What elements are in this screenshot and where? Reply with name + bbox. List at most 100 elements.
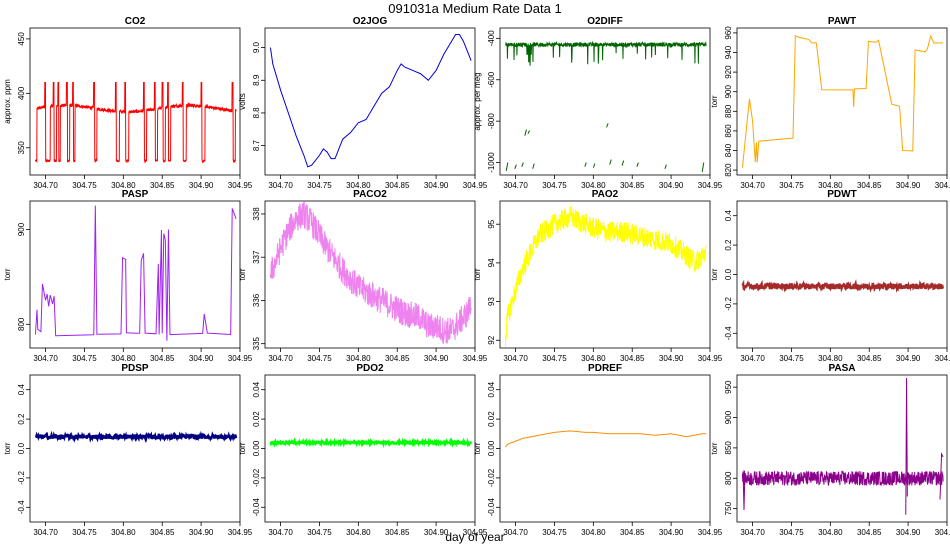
series-line xyxy=(524,129,527,136)
y-tick-label: 0.04 xyxy=(487,381,496,397)
x-tick-label: 304.75 xyxy=(779,528,804,537)
series-line xyxy=(741,34,944,168)
x-tick-label: 304.70 xyxy=(268,181,293,190)
y-tick-label: 8.8 xyxy=(252,107,261,119)
panel-pasp: PASP 304.70 304.75 304.80 304.85 304.90 304.95… xyxy=(3,189,253,363)
series-line xyxy=(34,205,237,341)
y-axis-label: torr xyxy=(3,442,12,454)
plot-frame xyxy=(29,374,241,523)
series-line xyxy=(701,162,705,172)
x-tick-label: 304.75 xyxy=(72,354,97,363)
series-line xyxy=(269,34,472,168)
y-tick-label: 750 xyxy=(724,501,733,515)
x-tick-label: 304.85 xyxy=(150,354,175,363)
x-tick-label: 304.95 xyxy=(228,181,253,190)
series-line xyxy=(34,430,238,444)
panel-title: PDO2 xyxy=(356,363,384,374)
y-axis-label: volts xyxy=(238,93,247,109)
y-tick-label: 94 xyxy=(487,258,496,267)
x-tick-label: 304.85 xyxy=(620,528,645,537)
series-line xyxy=(939,452,944,500)
panel-title: O2DIFF xyxy=(587,16,623,27)
y-tick-label: 95 xyxy=(487,219,496,228)
x-tick-label: 304.80 xyxy=(818,354,843,363)
y-tick-label: 450 xyxy=(17,32,26,46)
series-line xyxy=(527,130,531,134)
y-tick-label: 850 xyxy=(724,441,733,455)
y-tick-label: -600 xyxy=(487,71,496,88)
panel-pasa: PASA 304.70 304.75 304.80 304.85 304.90 304.95… xyxy=(710,363,950,537)
y-axis-label: torr xyxy=(710,268,719,280)
x-tick-label: 304.85 xyxy=(150,181,175,190)
panel-o2diff: O2DIFF 304.70 304.75 304.80 304.85 304.90 304.… xyxy=(473,16,723,190)
series-line xyxy=(592,163,596,168)
y-tick-label: 92 xyxy=(487,335,496,344)
y-tick-label: 0.04 xyxy=(252,381,261,397)
x-tick-label: 304.95 xyxy=(935,181,950,190)
series-line xyxy=(34,81,237,164)
y-tick-label: 350 xyxy=(17,141,26,155)
panel-title: PDREF xyxy=(588,363,622,374)
y-tick-label: 800 xyxy=(724,471,733,485)
panel-title: PDWT xyxy=(827,189,856,200)
y-tick-label: 0.0 xyxy=(724,268,733,280)
y-tick-label: 337 xyxy=(252,250,261,264)
panel-co2: CO2 304.70 304.75 304.80 304.85 304.90 304.95 3… xyxy=(3,16,253,190)
y-axis-label: torr xyxy=(710,442,719,454)
x-tick-label: 304.80 xyxy=(818,181,843,190)
x-tick-label: 304.70 xyxy=(268,528,293,537)
y-tick-label: 900 xyxy=(17,222,26,236)
y-tick-label: -0.04 xyxy=(252,498,261,517)
series-line xyxy=(504,206,707,347)
x-tick-label: 304.80 xyxy=(581,354,606,363)
x-tick-label: 304.90 xyxy=(189,181,214,190)
plot-frame xyxy=(264,200,476,349)
x-tick-label: 304.85 xyxy=(857,354,882,363)
y-axis-label: torr xyxy=(710,95,719,107)
y-axis-label: torr xyxy=(238,442,247,454)
x-tick-label: 304.75 xyxy=(779,181,804,190)
y-tick-label: 820 xyxy=(724,163,733,177)
panel-title: CO2 xyxy=(125,16,146,27)
x-tick-label: 304.75 xyxy=(779,354,804,363)
y-tick-label: 900 xyxy=(724,84,733,98)
x-tick-label: 304.85 xyxy=(385,354,410,363)
x-tick-label: 304.70 xyxy=(740,181,765,190)
y-tick-label: -0.02 xyxy=(252,468,261,487)
y-tick-label: 0.4 xyxy=(17,384,26,396)
plot-frame xyxy=(499,374,711,523)
x-tick-label: 304.85 xyxy=(385,528,410,537)
y-tick-label: 900 xyxy=(724,410,733,424)
x-tick-label: 304.85 xyxy=(385,181,410,190)
x-tick-label: 304.85 xyxy=(857,528,882,537)
y-axis-label: torr xyxy=(473,268,482,280)
panel-title: O2JOG xyxy=(353,16,388,27)
x-tick-label: 304.80 xyxy=(581,181,606,190)
x-tick-label: 304.90 xyxy=(424,181,449,190)
panel-title: PASP xyxy=(122,189,149,200)
y-tick-label: 0.00 xyxy=(252,440,261,456)
x-tick-label: 304.75 xyxy=(542,181,567,190)
x-tick-label: 304.70 xyxy=(503,181,528,190)
x-tick-label: 304.95 xyxy=(698,354,723,363)
x-tick-label: 304.90 xyxy=(189,354,214,363)
plot-frame xyxy=(264,374,476,523)
y-axis-label: torr xyxy=(238,268,247,280)
x-tick-label: 304.90 xyxy=(659,181,684,190)
series-line xyxy=(606,123,609,128)
y-axis-label: approx. per meg xyxy=(473,72,482,130)
x-tick-label: 304.80 xyxy=(346,181,371,190)
series-line xyxy=(741,279,945,293)
x-tick-label: 304.70 xyxy=(33,181,58,190)
x-tick-label: 304.75 xyxy=(72,528,97,537)
y-tick-label: 0.2 xyxy=(17,413,26,425)
series-line xyxy=(636,162,639,167)
x-tick-label: 304.80 xyxy=(346,354,371,363)
y-tick-label: -800 xyxy=(487,113,496,130)
x-tick-label: 304.90 xyxy=(659,528,684,537)
y-tick-label: -0.4 xyxy=(724,326,733,340)
y-tick-label: 335 xyxy=(252,336,261,350)
series-line xyxy=(269,201,472,345)
y-axis-label: torr xyxy=(3,268,12,280)
